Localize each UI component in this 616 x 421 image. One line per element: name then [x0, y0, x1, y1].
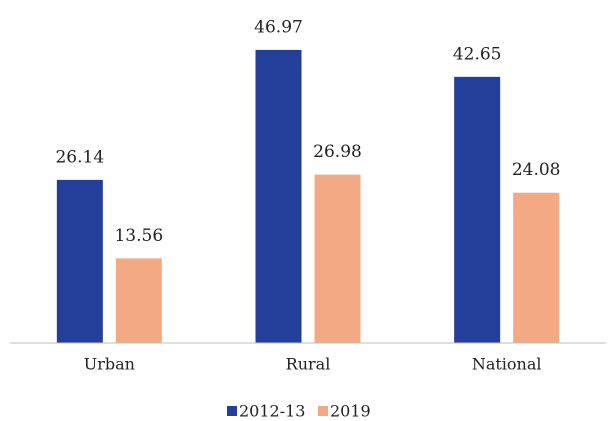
value-label: 46.97: [254, 17, 303, 37]
bar: [115, 258, 162, 343]
value-label: 26.98: [313, 142, 362, 162]
bar: [255, 49, 302, 344]
legend-label: 2019: [330, 402, 371, 421]
legend-swatch: [227, 406, 237, 416]
value-label: 42.65: [453, 44, 502, 64]
bar: [314, 174, 361, 343]
value-label: 13.56: [114, 226, 163, 246]
x-tick-label: Rural: [286, 355, 331, 374]
value-label: 24.08: [512, 160, 561, 180]
bar: [513, 192, 560, 343]
x-tick-label: National: [472, 355, 542, 374]
x-tick-label: Urban: [84, 355, 135, 374]
bar: [454, 76, 501, 343]
value-label: 26.14: [55, 147, 104, 167]
bar: [56, 179, 103, 343]
legend-swatch: [318, 406, 328, 416]
legend-label: 2012-13: [239, 402, 305, 421]
